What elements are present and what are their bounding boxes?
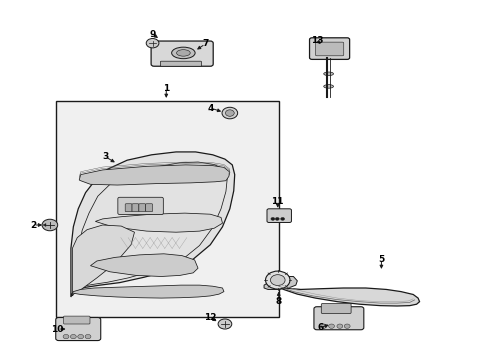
Circle shape — [328, 324, 334, 328]
Polygon shape — [72, 225, 134, 296]
Circle shape — [85, 334, 91, 339]
Text: 2: 2 — [30, 220, 36, 230]
FancyBboxPatch shape — [321, 303, 350, 314]
Circle shape — [265, 271, 289, 289]
Circle shape — [275, 217, 279, 220]
Circle shape — [146, 39, 159, 48]
Text: 8: 8 — [275, 297, 281, 306]
Polygon shape — [95, 213, 222, 232]
Text: 1: 1 — [163, 84, 169, 93]
Polygon shape — [264, 276, 297, 289]
Polygon shape — [71, 152, 234, 297]
Circle shape — [218, 319, 231, 329]
FancyBboxPatch shape — [125, 204, 132, 212]
Ellipse shape — [171, 47, 195, 59]
Text: 3: 3 — [102, 152, 108, 161]
FancyBboxPatch shape — [309, 38, 349, 59]
FancyBboxPatch shape — [118, 197, 163, 215]
Text: 5: 5 — [378, 255, 384, 264]
Circle shape — [270, 275, 285, 285]
Circle shape — [222, 107, 237, 119]
Polygon shape — [271, 278, 419, 306]
Circle shape — [270, 217, 274, 220]
Circle shape — [344, 324, 349, 328]
Circle shape — [225, 110, 234, 116]
FancyBboxPatch shape — [139, 204, 145, 212]
Ellipse shape — [323, 72, 333, 76]
Polygon shape — [90, 254, 198, 276]
Text: 6: 6 — [317, 323, 323, 332]
Polygon shape — [72, 285, 224, 298]
Polygon shape — [79, 165, 229, 185]
Polygon shape — [43, 224, 46, 226]
Ellipse shape — [323, 85, 333, 88]
FancyBboxPatch shape — [151, 41, 213, 66]
Text: 7: 7 — [202, 40, 208, 49]
FancyBboxPatch shape — [315, 42, 343, 56]
Circle shape — [42, 219, 58, 231]
Text: 11: 11 — [271, 197, 284, 206]
Circle shape — [336, 324, 342, 328]
FancyBboxPatch shape — [160, 61, 201, 66]
Bar — [56, 101, 278, 317]
Text: 9: 9 — [149, 30, 156, 39]
Ellipse shape — [176, 50, 190, 56]
Circle shape — [78, 334, 83, 339]
Text: 10: 10 — [51, 325, 64, 333]
Text: 12: 12 — [203, 313, 216, 322]
Circle shape — [70, 334, 76, 339]
FancyBboxPatch shape — [313, 307, 363, 330]
FancyBboxPatch shape — [132, 204, 139, 212]
Circle shape — [280, 217, 284, 220]
FancyBboxPatch shape — [63, 316, 90, 324]
Circle shape — [320, 324, 326, 328]
Circle shape — [63, 334, 69, 339]
Text: 13: 13 — [310, 36, 323, 45]
FancyBboxPatch shape — [145, 204, 152, 212]
Text: 4: 4 — [206, 104, 213, 112]
FancyBboxPatch shape — [56, 318, 101, 341]
FancyBboxPatch shape — [266, 209, 291, 222]
